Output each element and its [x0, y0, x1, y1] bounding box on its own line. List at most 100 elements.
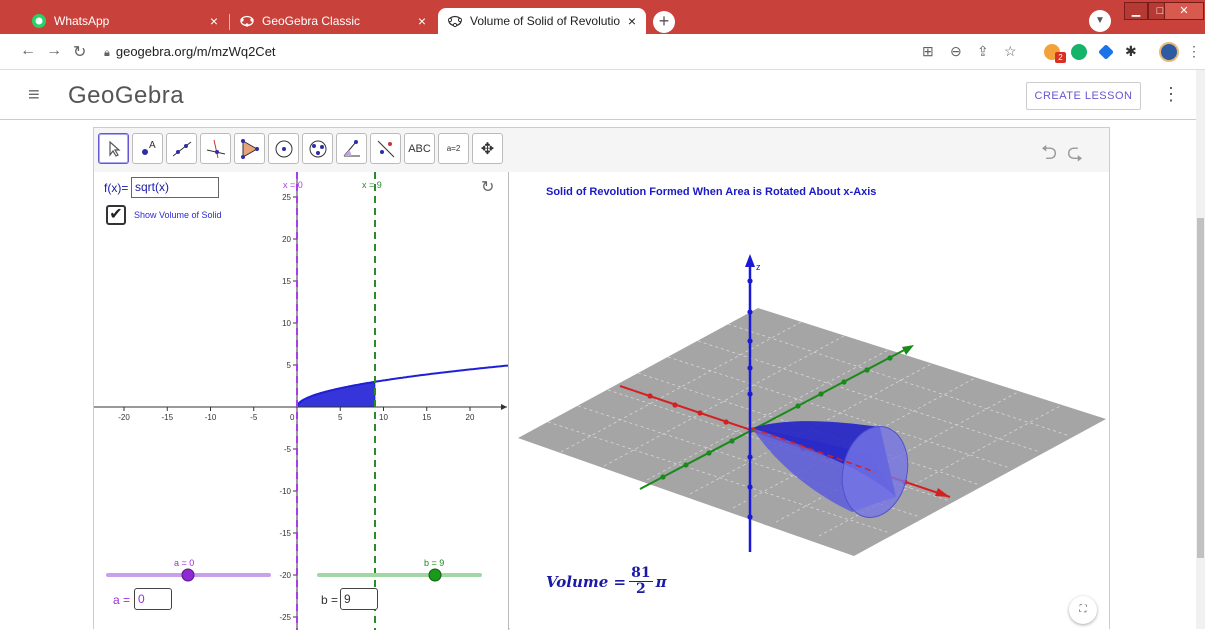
y-tick-label: 25 — [282, 193, 291, 202]
tab-volume-solid[interactable]: Volume of Solid of Revolution ab × — [438, 8, 646, 34]
y-tick-label: -10 — [279, 487, 291, 496]
x-tick-label: -20 — [118, 413, 130, 422]
fullscreen-icon[interactable]: ⛶ — [1069, 596, 1097, 624]
lock-icon: 🔒︎ — [104, 47, 110, 59]
page-scrollbar[interactable] — [1196, 70, 1205, 629]
browser-tabstrip: WhatsApp × GeoGebra Classic × Volume of … — [0, 0, 1205, 34]
tool-point[interactable]: A — [132, 133, 163, 164]
share-icon[interactable]: ⇪ — [977, 43, 989, 59]
browser-toolbar: ← → ↻ 🔒︎ geogebra.org/m/mzWq2Cet ⊞ ⊖ ⇪ ☆ … — [0, 34, 1205, 70]
extension-diamond-icon[interactable] — [1098, 44, 1114, 60]
tool-slider[interactable]: a=2 — [438, 133, 469, 164]
plane-grid — [547, 321, 1071, 537]
tool-conic[interactable] — [302, 133, 333, 164]
tab-title: GeoGebra Classic — [262, 14, 361, 28]
undo-icon[interactable]: ⮌ — [1041, 142, 1058, 164]
tool-line[interactable] — [166, 133, 197, 164]
close-icon[interactable]: × — [627, 13, 636, 29]
applet-toolbar: A ABC a=2 ✥ ⮌ ⮎ — [94, 128, 1109, 172]
perpendicular-icon — [206, 139, 225, 158]
show-volume-checkbox[interactable]: ✔ — [106, 205, 126, 225]
geogebra-applet: A ABC a=2 ✥ ⮌ ⮎ -20 -15- — [93, 127, 1110, 630]
tool-move[interactable] — [98, 133, 129, 164]
geogebra-logo[interactable]: GeoGebra — [68, 82, 185, 109]
tab-geogebra-classic[interactable]: GeoGebra Classic × — [230, 8, 436, 34]
graphics-view-2d[interactable]: -20 -15 -10 -5 0 5 10 15 20 25 20 15 10 5 -5 -10 -15 -20 -… — [94, 172, 509, 630]
y-tick-label: -5 — [284, 445, 292, 454]
tool-move-view[interactable]: ✥ — [472, 133, 503, 164]
x-tick-label: -5 — [250, 413, 258, 422]
close-icon[interactable]: × — [209, 13, 218, 29]
volume-formula: Volume = 81 2 π — [546, 566, 667, 597]
tool-circle[interactable] — [268, 133, 299, 164]
bookmark-star-icon[interactable]: ☆ — [1004, 43, 1017, 59]
x-axis-3d-arrow — [935, 488, 950, 497]
function-curve — [296, 364, 508, 408]
slider-a-input[interactable]: 0 — [134, 588, 172, 610]
slider-b-input-label: b = — [321, 593, 339, 607]
redo-icon[interactable]: ⮎ — [1067, 142, 1084, 164]
scrollbar-thumb[interactable] — [1197, 218, 1204, 558]
reset-icon[interactable]: ↻ — [481, 179, 495, 196]
geogebra-icon — [448, 14, 462, 28]
more-options-icon[interactable]: ⋮ — [1162, 84, 1180, 104]
graph-3d-canvas[interactable] — [510, 172, 1109, 630]
tab-whatsapp[interactable]: WhatsApp × — [22, 8, 228, 34]
svg-text:A: A — [149, 140, 156, 151]
address-bar[interactable]: 🔒︎ geogebra.org/m/mzWq2Cet — [104, 40, 904, 64]
zoom-icon[interactable]: ⊖ — [950, 43, 962, 59]
y-tick-label: -25 — [279, 613, 291, 622]
grammarly-icon[interactable] — [1071, 44, 1087, 60]
volume-numerator: 81 — [629, 565, 653, 582]
volume-denominator: 2 — [635, 581, 646, 597]
hamburger-menu-icon[interactable]: ≡ — [28, 84, 40, 106]
y-tick-label: 20 — [282, 235, 291, 244]
y-tick-label: -20 — [279, 571, 291, 580]
reload-icon[interactable]: ↻ — [73, 44, 87, 61]
page-header: ≡ GeoGebra CREATE LESSON ⋮ — [0, 70, 1196, 120]
window-close-button[interactable]: ✕ — [1164, 2, 1204, 20]
show-volume-label[interactable]: Show Volume of Solid — [134, 210, 222, 220]
graphics-view-3d[interactable]: z Solid of Revolution Formed When Area i… — [510, 172, 1109, 630]
new-tab-button[interactable]: + — [653, 11, 675, 33]
graph-2d-canvas[interactable]: -20 -15 -10 -5 0 5 10 15 20 25 20 15 10 5 -5 -10 -15 -20 -… — [94, 172, 509, 630]
x-tick-label: -10 — [205, 413, 217, 422]
create-lesson-button[interactable]: CREATE LESSON — [1026, 82, 1141, 110]
translate-icon[interactable]: ⊞ — [922, 43, 934, 59]
geogebra-icon — [240, 14, 254, 28]
tab-title: Volume of Solid of Revolution ab — [470, 14, 620, 28]
tool-polygon[interactable] — [234, 133, 265, 164]
minimize-button[interactable]: ▁ — [1124, 2, 1148, 20]
close-icon[interactable]: × — [417, 13, 426, 29]
angle-icon — [343, 139, 360, 156]
tool-text[interactable]: ABC — [404, 133, 435, 164]
point-icon: A — [141, 140, 156, 155]
x-tick-label: 5 — [338, 413, 343, 422]
slider-a-handle — [181, 568, 195, 582]
slider-b-input[interactable]: 9 — [340, 588, 378, 610]
polygon-icon — [240, 138, 259, 159]
function-input[interactable]: sqrt(x) — [131, 177, 219, 198]
x-tick-label: 15 — [422, 413, 431, 422]
volume-pi: π — [655, 572, 667, 591]
forward-arrow-icon[interactable]: → — [46, 42, 62, 59]
url-text: geogebra.org/m/mzWq2Cet — [115, 44, 276, 59]
y-axis-3d-arrow — [902, 345, 914, 355]
puzzle-icon[interactable]: ✱ — [1125, 43, 1137, 59]
origin-label: 0 — [290, 413, 295, 422]
tab-search-chevron-icon[interactable]: ▼ — [1089, 10, 1111, 32]
view3d-title: Solid of Revolution Formed When Area is … — [546, 186, 877, 198]
tool-reflect[interactable] — [370, 133, 401, 164]
z-axis-3d-arrow — [745, 254, 755, 267]
extension-badge: 2 — [1055, 52, 1066, 63]
menu-kebab-icon[interactable]: ⋮ — [1187, 43, 1201, 59]
tool-angle[interactable] — [336, 133, 367, 164]
y-tick-label: -15 — [279, 529, 291, 538]
back-arrow-icon[interactable]: ← — [20, 42, 36, 59]
move-arrows-icon: ✥ — [480, 140, 495, 158]
y-axis-3d-ticks — [660, 355, 893, 480]
tool-perpendicular[interactable] — [200, 133, 231, 164]
y-tick-label: 10 — [282, 319, 291, 328]
avatar[interactable] — [1159, 42, 1179, 62]
x-tick-label: 10 — [379, 413, 388, 422]
